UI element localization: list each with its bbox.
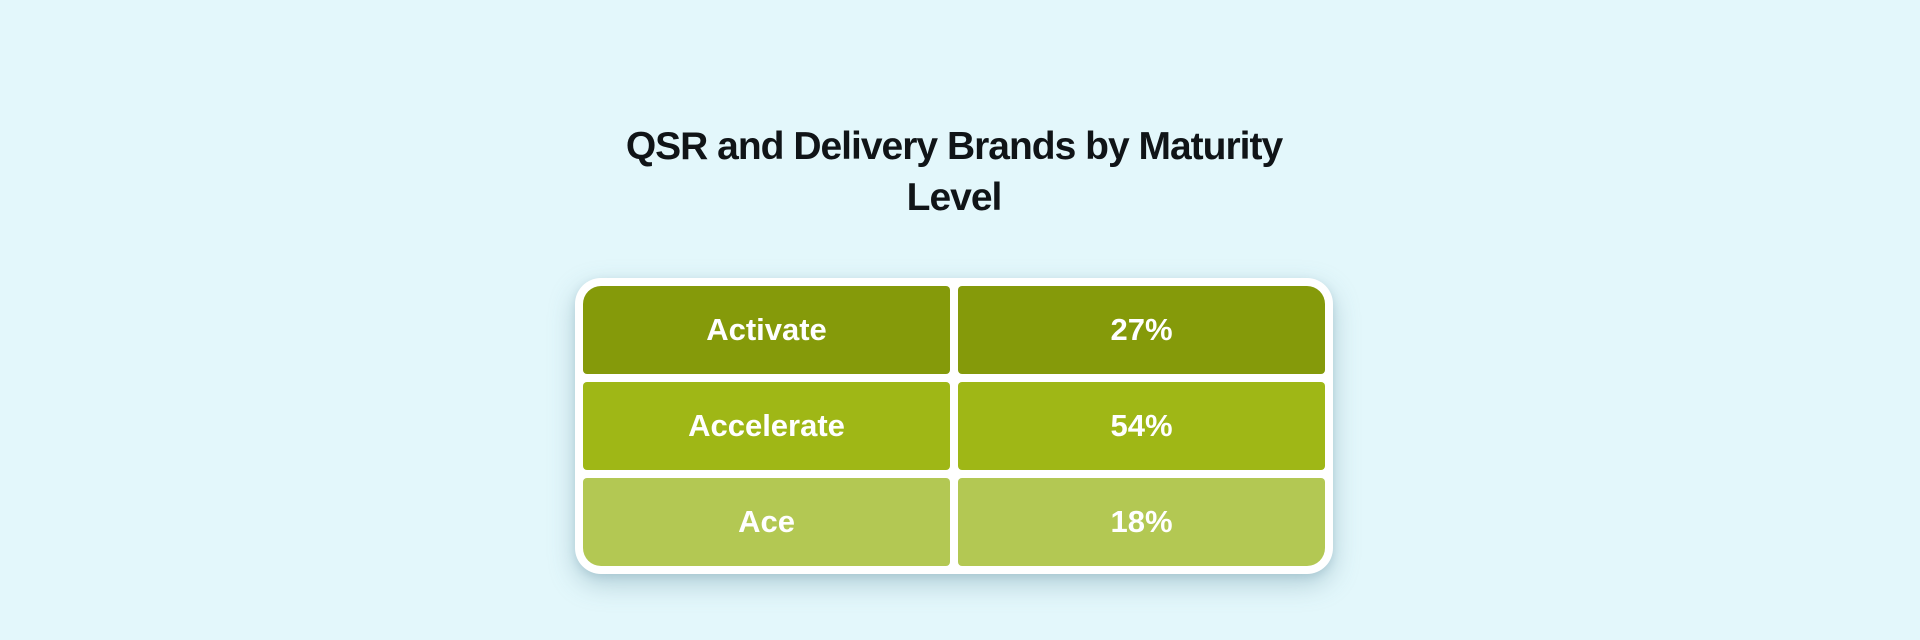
accelerate-label-cell: Accelerate bbox=[583, 382, 950, 471]
maturity-table: Activate 27% Accelerate 54% Ace 18% bbox=[575, 278, 1333, 575]
ace-label-cell: Ace bbox=[583, 478, 950, 567]
ace-value-cell: 18% bbox=[958, 478, 1325, 567]
activate-label-cell: Activate bbox=[583, 286, 950, 375]
maturity-figure: QSR and Delivery Brands by Maturity Leve… bbox=[575, 122, 1333, 575]
chart-title: QSR and Delivery Brands by Maturity Leve… bbox=[625, 125, 1283, 219]
accelerate-value-cell: 54% bbox=[958, 382, 1325, 471]
activate-value-cell: 27% bbox=[958, 286, 1325, 375]
